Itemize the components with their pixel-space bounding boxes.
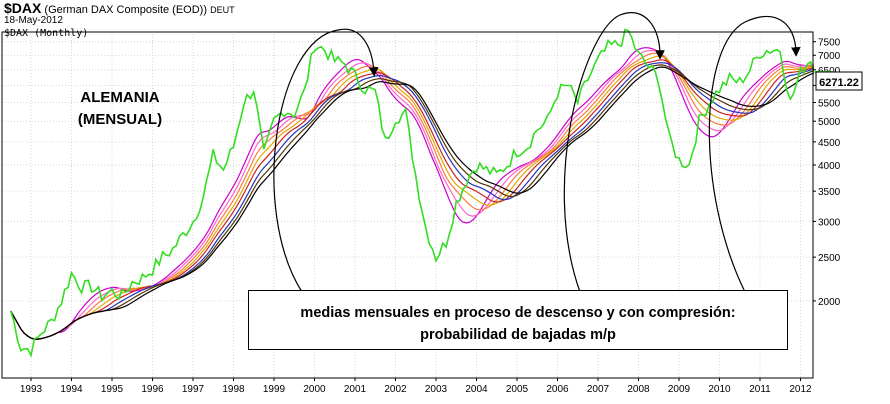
annotation-arc (273, 28, 379, 293)
period-label: (MENSUAL) (77, 111, 163, 128)
x-tick-label: 1996 (141, 384, 164, 395)
x-tick-label: 1994 (60, 384, 83, 395)
last-value-label: 6271.22 (819, 77, 859, 89)
x-tick-label: 2005 (506, 384, 529, 395)
y-tick-label: 3000 (818, 217, 841, 228)
x-tick-label: 2001 (344, 384, 367, 395)
y-tick-label: 5000 (818, 117, 841, 128)
x-tick-label: 2002 (384, 384, 407, 395)
y-tick-label: 2500 (818, 253, 841, 264)
y-tick-label: 3500 (818, 187, 841, 198)
x-tick-label: 2008 (627, 384, 650, 395)
country-label: ALEMANIA (80, 89, 160, 106)
annotation-arc (563, 12, 665, 293)
x-tick-label: 1993 (20, 384, 43, 395)
chart-date: 18-May-2012 (4, 15, 63, 26)
annotation-arc (708, 16, 801, 293)
x-tick-label: 2011 (749, 384, 771, 395)
exchange: DEUT (210, 5, 235, 15)
note-line-1: medias mensuales en proceso de descenso … (300, 305, 736, 321)
x-tick-label: 2006 (546, 384, 569, 395)
x-tick-label: 1999 (263, 384, 286, 395)
chart-period: $DAX (Monthly) (4, 28, 89, 39)
chart-header: $DAX (German DAX Composite (EOD)) DEUT (4, 0, 235, 16)
plot-frame (1, 31, 814, 379)
y-tick-label: 5500 (818, 99, 841, 110)
x-tick-label: 1998 (222, 384, 245, 395)
grid (2, 34, 813, 378)
y-tick-label: 7000 (818, 51, 841, 62)
instrument-name: (German DAX Composite (EOD)) (44, 4, 208, 16)
y-tick-label: 4000 (818, 161, 841, 172)
note-line-2: probabilidad de bajadas m/p (420, 327, 616, 343)
moving-average-line (10, 64, 815, 340)
price-series (10, 28, 815, 358)
x-tick-label: 1997 (182, 384, 205, 395)
moving-averages (10, 47, 815, 340)
symbol: $DAX (4, 0, 42, 16)
note-box: medias mensuales en proceso de descenso … (248, 290, 788, 350)
x-tick-label: 2004 (465, 384, 488, 395)
x-tick-label: 2010 (708, 384, 731, 395)
annotation-arcs (273, 12, 801, 293)
x-tick-label: 2012 (789, 384, 812, 395)
moving-average-line (10, 62, 815, 340)
moving-average-line (10, 66, 815, 340)
y-tick-label: 2000 (818, 297, 841, 308)
x-tick-label: 2003 (425, 384, 448, 395)
last-value: 6271.22 (815, 71, 863, 91)
price-line (10, 28, 815, 358)
country-annotation: ALEMANIA (MENSUAL) (40, 87, 200, 131)
x-tick-label: 1995 (101, 384, 124, 395)
y-tick-label: 4500 (818, 138, 841, 149)
x-tick-label: 2007 (587, 384, 610, 395)
y-tick-label: 7500 (818, 38, 841, 49)
x-tick-label: 2000 (303, 384, 326, 395)
x-tick-label: 2009 (668, 384, 691, 395)
